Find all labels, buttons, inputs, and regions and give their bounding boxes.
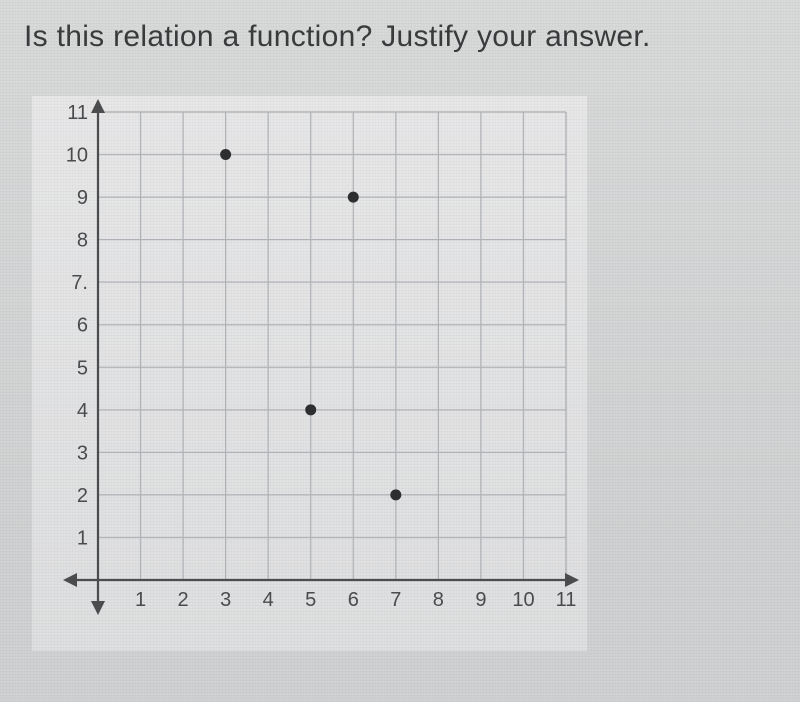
svg-text:4: 4 [77,400,88,422]
question-text: Is this relation a function? Justify you… [24,20,776,54]
svg-text:3: 3 [220,589,231,611]
svg-text:5: 5 [305,589,316,611]
svg-text:3: 3 [77,442,88,464]
scatter-chart: 1234567.8910111234567891011 [32,96,587,651]
svg-text:11: 11 [556,589,577,611]
svg-text:9: 9 [77,187,88,209]
svg-text:10: 10 [512,589,534,611]
svg-text:8: 8 [77,230,88,252]
svg-text:1: 1 [135,589,146,611]
svg-text:2: 2 [178,589,189,611]
svg-text:7.: 7. [71,272,88,294]
svg-text:11: 11 [67,102,88,124]
worksheet-page: Is this relation a function? Justify you… [0,0,800,702]
svg-text:10: 10 [66,145,88,167]
svg-text:2: 2 [77,485,88,507]
svg-text:6: 6 [348,589,359,611]
svg-text:5: 5 [77,357,88,379]
svg-text:4: 4 [263,589,274,611]
svg-text:9: 9 [475,589,486,611]
chart-svg: 1234567.8910111234567891011 [32,96,587,651]
svg-text:1: 1 [77,527,88,549]
svg-text:8: 8 [433,589,444,611]
svg-text:6: 6 [77,315,88,337]
svg-text:7: 7 [390,589,401,611]
